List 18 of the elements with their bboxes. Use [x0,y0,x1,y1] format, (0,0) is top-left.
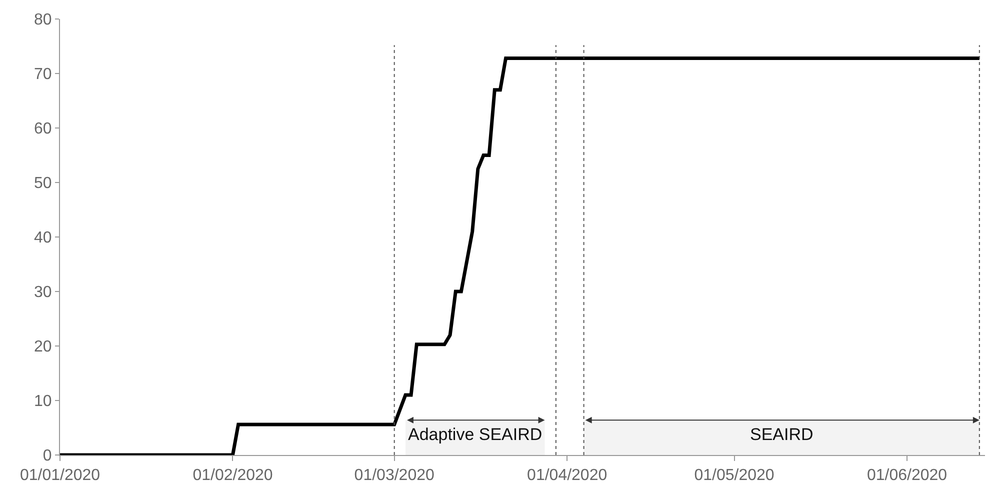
x-tick-label: 01/06/2020 [866,467,948,484]
x-tick-label: 01/03/2020 [354,467,434,484]
y-tick-label: 0 [42,448,52,465]
y-tick-label: 60 [34,120,52,138]
band-label: SEAIRD [750,425,814,444]
y-tick-label: 10 [34,393,52,410]
y-tick-label: 70 [34,66,52,84]
x-tick-label: 01/02/2020 [192,467,273,484]
y-tick-label: 30 [34,284,52,302]
y-tick-label: 20 [34,338,52,356]
band-label: Adaptive SEAIRD [408,425,542,444]
y-tick-label: 50 [34,175,52,192]
line-series [60,56,982,455]
x-tick-label: 01/05/2020 [694,467,774,484]
y-tick-label: 40 [34,230,52,247]
x-tick-label: 01/01/2020 [20,467,100,484]
y-tick-label: 80 [34,12,52,29]
x-tick-label: 01/04/2020 [527,467,608,484]
